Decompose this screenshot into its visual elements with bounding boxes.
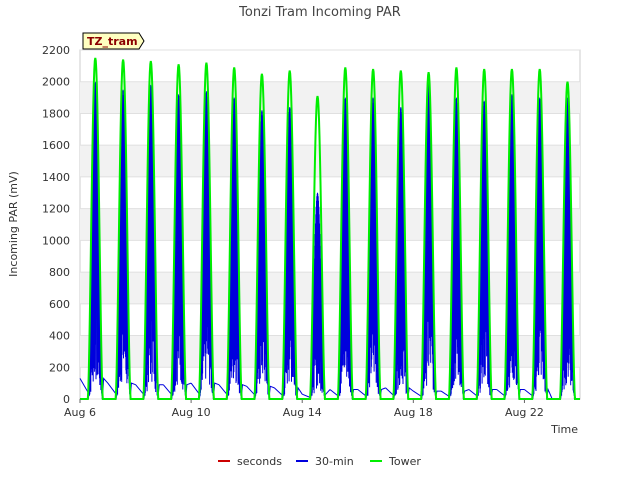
legend-label-Tower: Tower <box>388 455 421 468</box>
grid-band <box>80 81 580 114</box>
y-tick-label: 400 <box>49 330 70 343</box>
x-tick-label: Aug 14 <box>283 406 322 419</box>
chart-title: Tonzi Tram Incoming PAR <box>238 5 401 20</box>
y-axis-label: Incoming PAR (mV) <box>7 171 20 277</box>
series-line-30-min <box>79 72 580 400</box>
legend-label-30-min: 30-min <box>315 455 354 468</box>
grid-band <box>80 145 580 177</box>
y-tick-label: 0 <box>63 393 70 406</box>
site-tag: TZ_tram <box>82 32 145 50</box>
y-axis-ticks: 0 200 400 600 800 1000 1200 1400 1600 1800 2000 220… <box>42 44 70 406</box>
series-line-tower <box>80 57 580 400</box>
y-tick-label: 800 <box>49 266 70 279</box>
grid-band <box>80 208 580 241</box>
grid-bands <box>80 81 580 368</box>
y-tick-label: 1000 <box>42 234 70 247</box>
legend-label-seconds: seconds <box>237 455 282 468</box>
site-tag-label: TZ_tram <box>87 35 138 48</box>
series-layer <box>79 57 580 400</box>
y-tick-label: 1400 <box>42 171 70 184</box>
x-axis-ticks: Aug 6 Aug 10 Aug 14 Aug 18 Aug 22 <box>64 399 544 419</box>
site-tag-box <box>82 32 145 50</box>
x-tick-label: Aug 18 <box>394 406 433 419</box>
y-tick-label: 1200 <box>42 203 70 216</box>
y-tick-label: 1600 <box>42 139 70 152</box>
x-tick-label: Aug 10 <box>172 406 211 419</box>
x-tick-label: Aug 6 <box>64 406 96 419</box>
y-tick-label: 2200 <box>42 44 70 57</box>
y-tick-label: 2000 <box>42 76 70 89</box>
legend: seconds 30-min Tower <box>218 455 421 468</box>
grid-band <box>80 335 580 368</box>
grid-band <box>80 272 580 304</box>
y-tick-label: 600 <box>49 298 70 311</box>
x-tick-label: Aug 22 <box>505 406 544 419</box>
x-axis-label: Time <box>550 423 578 436</box>
y-tick-label: 1800 <box>42 107 70 120</box>
y-tick-label: 200 <box>49 361 70 374</box>
